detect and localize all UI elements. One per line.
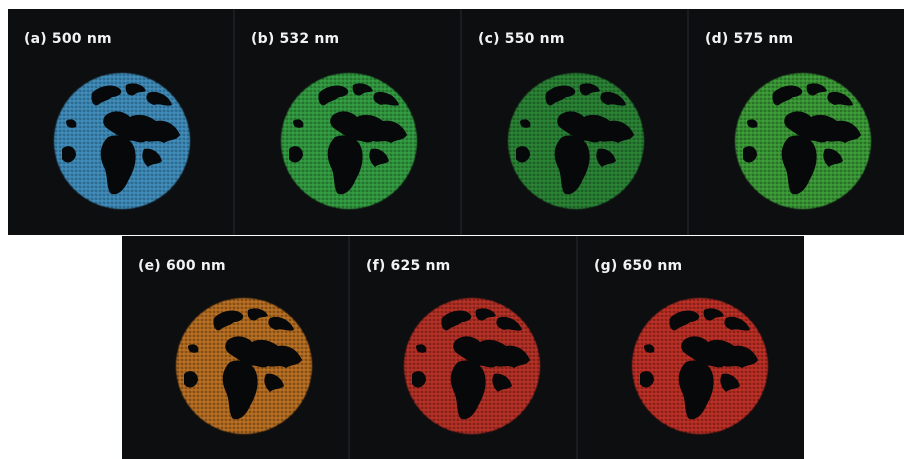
panel-label: (e) 600 nm	[138, 258, 226, 274]
continents-shadow	[184, 308, 302, 420]
panel-f: (f) 625 nm	[350, 236, 578, 459]
panel-e: (e) 600 nm	[122, 236, 350, 459]
continents-shadow	[640, 308, 758, 420]
panel-label: (g) 650 nm	[594, 258, 683, 274]
continents-shadow	[289, 83, 407, 195]
panel-label: (f) 625 nm	[366, 258, 451, 274]
globe-image	[176, 298, 312, 434]
top-row: (a) 500 nm	[8, 9, 904, 235]
bottom-row: (e) 600 nm	[122, 236, 804, 459]
globe-image	[281, 73, 417, 209]
panel-d: (d) 575 nm	[689, 9, 904, 235]
panel-a: (a) 500 nm	[8, 9, 235, 235]
continents-shadow	[412, 308, 530, 420]
panel-label: (d) 575 nm	[705, 31, 794, 47]
globe-image	[508, 73, 644, 209]
continents-shadow	[743, 83, 861, 195]
panel-label: (b) 532 nm	[251, 31, 340, 47]
globe-image	[632, 298, 768, 434]
globe-image	[735, 73, 871, 209]
panel-c: (c) 550 nm	[462, 9, 689, 235]
panel-label: (c) 550 nm	[478, 31, 565, 47]
panel-b: (b) 532 nm	[235, 9, 462, 235]
continents-shadow	[62, 83, 180, 195]
globe-image	[54, 73, 190, 209]
continents-shadow	[516, 83, 634, 195]
globe-image	[404, 298, 540, 434]
panel-g: (g) 650 nm	[578, 236, 804, 459]
panel-label: (a) 500 nm	[24, 31, 112, 47]
